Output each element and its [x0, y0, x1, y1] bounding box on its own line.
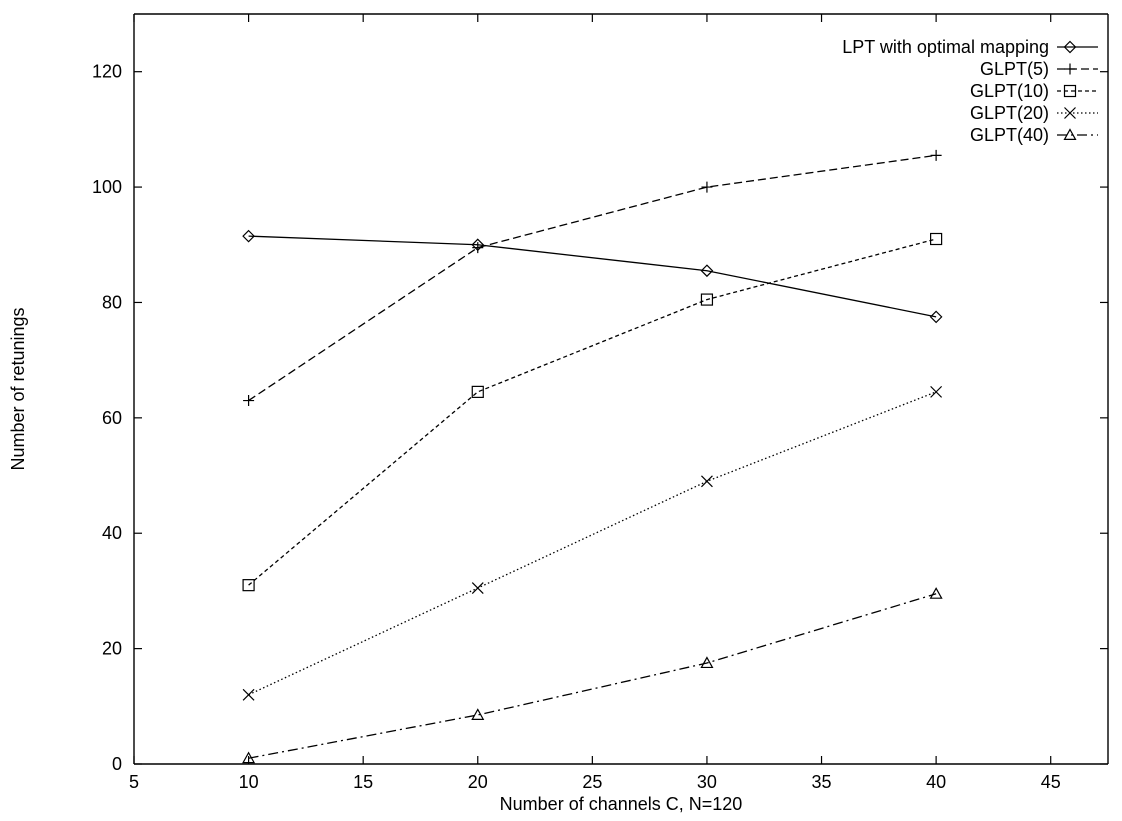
y-tick-label: 100 [92, 177, 122, 197]
y-axis-title: Number of retunings [8, 307, 28, 470]
legend-marker [1064, 107, 1076, 119]
legend-entry: GLPT(5) [980, 59, 1098, 79]
series-line [248, 391, 937, 696]
data-point [930, 149, 942, 161]
y-tick-label: 120 [92, 62, 122, 82]
data-point [471, 708, 485, 720]
series-1 [242, 229, 943, 324]
data-point [471, 385, 484, 398]
legend-label: LPT with optimal mapping [842, 37, 1049, 57]
legend-label: GLPT(10) [970, 81, 1049, 101]
legend-marker [1063, 128, 1077, 140]
data-point [930, 232, 943, 246]
data-point [242, 579, 255, 592]
legend-entry: GLPT(20) [970, 103, 1098, 123]
series-layer [242, 149, 943, 764]
y-axis-ticks: 0 20 40 60 80 100 120 [92, 62, 1108, 774]
series-3 [242, 232, 943, 592]
data-point [472, 242, 484, 254]
legend-label: GLPT(5) [980, 59, 1049, 79]
legend-marker [1063, 84, 1077, 98]
data-point [700, 293, 714, 306]
x-tick-label: 45 [1041, 772, 1061, 792]
y-tick-label: 80 [102, 292, 122, 312]
legend-label: GLPT(20) [970, 103, 1049, 123]
y-tick-label: 0 [112, 754, 122, 774]
x-tick-label: 5 [129, 772, 139, 792]
legend-entry: LPT with optimal mapping [842, 37, 1098, 57]
data-point [700, 264, 714, 278]
legend-marker [1064, 63, 1076, 75]
legend-entry: GLPT(40) [970, 125, 1098, 145]
data-point [930, 385, 943, 398]
series-5 [242, 587, 943, 764]
y-tick-label: 40 [102, 523, 122, 543]
x-tick-label: 25 [582, 772, 602, 792]
data-point [242, 229, 255, 243]
data-point [242, 751, 256, 764]
x-tick-label: 20 [468, 772, 488, 792]
x-axis-title: Number of channels C, N=120 [500, 794, 743, 814]
legend: LPT with optimal mappingGLPT(5)GLPT(10)G… [842, 37, 1098, 145]
legend-label: GLPT(40) [970, 125, 1049, 145]
series-line [248, 238, 937, 586]
data-point [700, 656, 714, 669]
series-line [248, 154, 937, 402]
series-2 [243, 149, 942, 407]
x-tick-label: 35 [812, 772, 832, 792]
axes [133, 13, 1109, 765]
data-point [471, 582, 484, 594]
x-tick-label: 30 [697, 772, 717, 792]
data-point [243, 395, 255, 407]
x-tick-label: 40 [926, 772, 946, 792]
data-point [242, 688, 255, 701]
x-tick-label: 10 [239, 772, 259, 792]
y-tick-label: 60 [102, 408, 122, 428]
data-point [929, 587, 943, 599]
series-line [248, 593, 937, 759]
series-line [248, 235, 937, 318]
data-point [701, 181, 713, 193]
legend-entry: GLPT(10) [970, 81, 1098, 101]
legend-marker [1063, 40, 1077, 54]
x-tick-label: 15 [353, 772, 373, 792]
x-axis-ticks: 5 10 15 20 25 30 35 40 45 [129, 14, 1061, 792]
series-4 [242, 385, 943, 701]
data-point [701, 475, 713, 488]
data-point [929, 310, 943, 324]
y-tick-label: 20 [102, 639, 122, 659]
